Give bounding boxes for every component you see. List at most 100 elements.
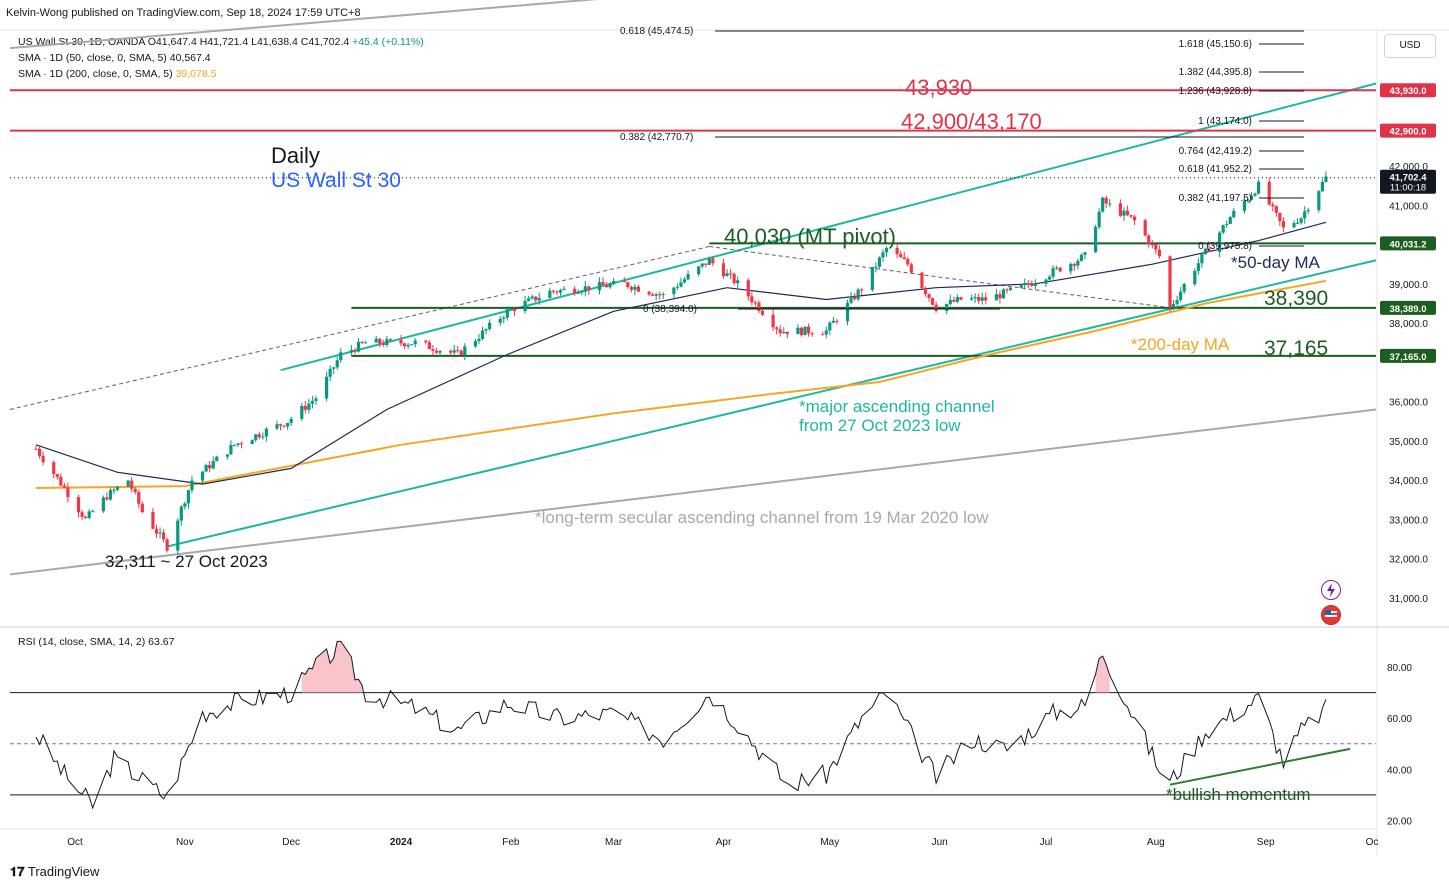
candle-body <box>303 405 307 410</box>
candle-body <box>34 448 38 450</box>
candle-body <box>456 350 460 352</box>
candle-body <box>1055 267 1059 269</box>
candle-body <box>1122 210 1126 216</box>
candle-body <box>1051 268 1055 277</box>
candle-body <box>1324 176 1328 182</box>
sma50-legend: SMA · 1D (50, close, 0, SMA, 5) 40,567.4 <box>18 52 211 64</box>
lightning-icon[interactable] <box>1321 580 1341 600</box>
dashed-trend-line <box>9 246 710 410</box>
candle-body <box>821 334 825 336</box>
fib-level-label: 0.764 (42,419.2) <box>1179 146 1252 157</box>
candle-body <box>232 444 237 446</box>
candle-body <box>629 287 633 290</box>
candle-body <box>105 497 109 500</box>
candle-body <box>636 286 641 292</box>
time-tick-label: Feb <box>502 837 520 848</box>
time-tick-label: Oc <box>1366 837 1379 848</box>
candle-body <box>130 480 134 489</box>
candle-body <box>548 290 552 298</box>
candle-body <box>509 308 513 310</box>
candle-body <box>537 297 541 301</box>
ma50-label: *50-day MA <box>1231 253 1320 272</box>
candle-body <box>984 297 988 301</box>
candle-body <box>1076 260 1080 266</box>
time-tick-label: Sep <box>1257 837 1275 848</box>
candle-body <box>200 471 205 481</box>
candle-body <box>502 317 506 319</box>
flag-icon[interactable] <box>1321 605 1341 625</box>
candle-body <box>736 280 740 284</box>
candle-body <box>771 314 775 328</box>
candle-body <box>1044 279 1048 284</box>
candle-body <box>225 454 229 457</box>
candle-body <box>1242 200 1247 211</box>
candle-body <box>853 296 857 300</box>
candle-body <box>782 331 786 334</box>
candle-body <box>845 302 850 322</box>
instrument-label: US Wall St 30 <box>271 169 401 192</box>
fib-level-label: 0 (39,975.8) <box>1198 241 1252 252</box>
rsi-bullish-note: *bullish momentum <box>1166 785 1311 804</box>
candle-body <box>41 455 45 463</box>
candle-body <box>505 309 509 318</box>
candle-body <box>1228 217 1232 224</box>
candle-body <box>314 398 318 402</box>
candle-body <box>353 349 357 352</box>
candle-body <box>335 360 339 368</box>
candle-body <box>1278 212 1282 222</box>
candle-body <box>1023 282 1027 286</box>
candle-body <box>1257 181 1261 194</box>
candle-body <box>534 296 538 301</box>
candle-body <box>1008 287 1013 290</box>
candle-body <box>881 252 885 258</box>
candle-body <box>381 343 385 346</box>
candle-body <box>1253 193 1257 196</box>
candle-body <box>1200 254 1204 264</box>
price-tick-label: 41,000.0 <box>1389 201 1428 212</box>
level-price-tag <box>1380 83 1436 98</box>
candle-body <box>934 304 938 311</box>
candle-body <box>1157 249 1161 257</box>
price-tick-label: 31,000.0 <box>1389 594 1428 605</box>
candle-body <box>728 273 733 275</box>
candle-body <box>562 288 566 290</box>
candle-body <box>884 247 889 253</box>
price-tick-label: 35,000.0 <box>1389 437 1428 448</box>
candle-body <box>257 434 261 438</box>
candle-body <box>530 296 534 299</box>
price-tick-label: 38,000.0 <box>1389 319 1428 330</box>
candle-body <box>473 341 478 347</box>
candle-body <box>1005 289 1009 291</box>
price-tick-label: 32,000.0 <box>1389 555 1428 566</box>
price-tick-label: 34,000.0 <box>1389 476 1428 487</box>
candle-body <box>55 474 59 477</box>
low-label: 32,311 ~ 27 Oct 2023 <box>105 552 268 571</box>
candle-body <box>360 341 364 343</box>
candle-body <box>275 424 279 429</box>
candle-body <box>161 532 166 540</box>
candle-body <box>700 263 704 267</box>
candle-body <box>604 285 609 288</box>
candle-body <box>186 490 190 504</box>
fib-level-label: 1.382 (44,395.8) <box>1179 67 1252 78</box>
candle-body <box>1019 285 1023 288</box>
candle-body <box>1104 197 1108 204</box>
candle-body <box>930 297 935 305</box>
currency-button[interactable]: USD <box>1384 34 1436 58</box>
candle-body <box>626 282 630 288</box>
candle-body <box>1218 232 1222 252</box>
candle-body <box>806 326 811 334</box>
candle-body <box>1306 210 1310 212</box>
candle-body <box>831 320 835 323</box>
candle-body <box>1069 263 1073 272</box>
candle-body <box>1143 220 1147 236</box>
candle-body <box>927 294 931 298</box>
candle-body <box>651 294 655 296</box>
candle-body <box>374 338 378 343</box>
candle-body <box>484 329 488 331</box>
candle-body <box>551 290 556 292</box>
candle-body <box>59 476 63 486</box>
candle-body <box>523 300 527 312</box>
candle-body <box>672 287 676 295</box>
